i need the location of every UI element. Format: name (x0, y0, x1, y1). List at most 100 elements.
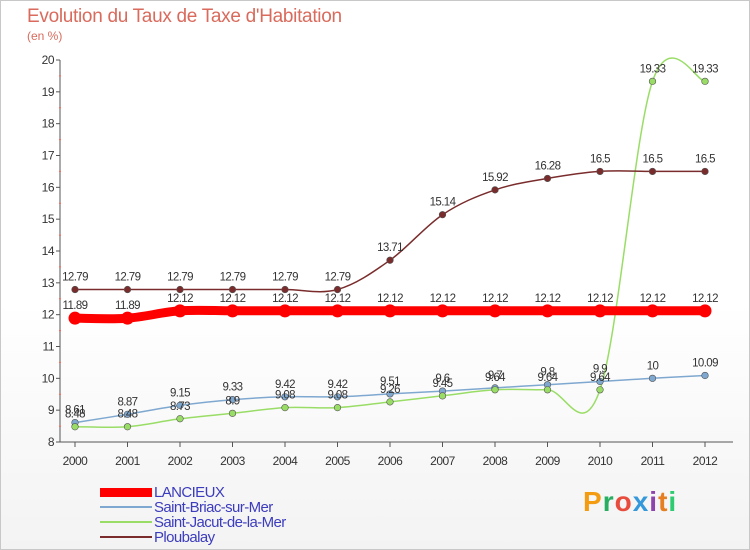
data-point (491, 186, 499, 194)
data-label: 12.79 (167, 272, 193, 284)
data-label: 9.42 (275, 379, 295, 391)
data-point (488, 304, 502, 318)
y-tick-label: 10 (42, 371, 55, 385)
data-label: 16.5 (590, 153, 610, 165)
data-label: 9.64 (485, 372, 506, 384)
data-point (386, 256, 394, 264)
data-point (596, 386, 604, 394)
data-label: 9.7 (488, 370, 502, 382)
data-label: 9.45 (433, 378, 453, 390)
data-point (701, 371, 709, 380)
data-point (491, 386, 499, 394)
legend-swatch (100, 521, 152, 523)
data-point (226, 304, 239, 318)
data-point (71, 285, 79, 294)
data-label: 9.64 (590, 372, 611, 384)
data-label: 9.51 (380, 376, 400, 388)
legend-label: Ploubalay (154, 529, 215, 546)
y-tick-label: 8 (48, 435, 55, 449)
data-point (71, 423, 79, 431)
data-point (228, 409, 237, 417)
legend-swatch (100, 488, 152, 497)
data-point (333, 285, 342, 294)
x-tick-label: 2012 (693, 454, 719, 468)
data-label: 12.12 (272, 293, 298, 305)
data-point (228, 396, 237, 404)
legend-item: LANCIEUX (100, 484, 360, 501)
data-label: 16.5 (695, 153, 715, 165)
data-point (698, 304, 712, 318)
data-labels: 8.61 8.87 9.15 9.33 9.42 9.42 9.51 9.6 9.7 9.8 9.9… (62, 63, 719, 421)
logo-letter: i (649, 486, 659, 517)
data-label: 9.26 (380, 384, 400, 396)
x-tick-label: 2005 (325, 454, 351, 468)
data-label: 12.12 (430, 293, 456, 305)
data-label: 12.12 (220, 293, 246, 305)
data-label: 12.79 (272, 272, 298, 284)
data-label: 13.71 (377, 242, 403, 254)
legend-label: Saint-Briac-sur-Mer (154, 499, 273, 516)
data-label: 9.9 (593, 364, 607, 376)
data-point (228, 285, 237, 294)
data-label: 12.79 (115, 272, 141, 284)
data-label: 12.12 (587, 293, 613, 305)
data-point (541, 304, 554, 318)
x-tick-label: 2010 (588, 454, 614, 468)
y-tick-label: 9 (48, 403, 55, 417)
data-label: 8.73 (170, 401, 190, 413)
logo-letter: P (583, 486, 603, 517)
data-label: 12.79 (325, 272, 351, 284)
logo-letter: x (632, 486, 650, 517)
data-point (438, 392, 447, 400)
x-tick-label: 2008 (483, 454, 509, 468)
data-point (593, 304, 607, 318)
legend-item: Ploubalay (100, 529, 360, 546)
logo-letter: t (658, 486, 669, 517)
data-label: 8.87 (118, 396, 138, 408)
data-point (281, 393, 289, 401)
data-point (648, 167, 657, 176)
y-tick-label: 16 (42, 180, 55, 194)
legend-item: Saint-Jacut-de-la-Mer (100, 514, 360, 531)
y-minor-tick (59, 138, 61, 141)
x-tick-label: 2007 (430, 454, 456, 468)
data-label: 8.48 (118, 409, 138, 421)
data-point (121, 311, 134, 325)
data-label: 9.08 (328, 390, 348, 402)
data-point (173, 304, 187, 318)
data-label: 12.12 (325, 293, 351, 305)
data-label: 9.08 (275, 390, 295, 402)
x-tick-label: 2000 (63, 454, 89, 468)
data-label: 16.28 (535, 160, 561, 172)
data-label: 9.6 (435, 373, 449, 385)
data-point (281, 404, 289, 412)
proxiti-logo: Proxiti (583, 486, 677, 518)
data-point (123, 423, 132, 431)
data-point (176, 285, 184, 294)
chart-subtitle: (en %) (27, 29, 63, 43)
x-tick-label: 2004 (273, 454, 299, 468)
y-tick-label: 14 (42, 244, 55, 258)
y-tick-label: 11 (43, 340, 55, 354)
data-point (648, 77, 657, 85)
data-point (331, 304, 344, 318)
data-label: 9.15 (170, 387, 190, 399)
data-point (386, 398, 394, 406)
x-tick-label: 2003 (220, 454, 246, 468)
legend-swatch (100, 536, 152, 538)
x-tick-label: 2009 (535, 454, 561, 468)
data-point (383, 304, 397, 318)
data-point (333, 393, 342, 401)
y-minor-tick (59, 170, 61, 173)
data-point (646, 304, 659, 318)
y-minor-tick (59, 297, 61, 300)
data-label: 12.79 (220, 272, 246, 284)
legend-item: Saint-Briac-sur-Mer (100, 499, 360, 516)
data-label: 12.12 (535, 293, 561, 305)
data-label: 12.12 (482, 293, 508, 305)
chart-axes: 8 9 10 11 12 13 14 15 16 17 18 19 20 2000 2001 2002 2003… (42, 53, 733, 468)
line-chart: 8 9 10 11 12 13 14 15 16 17 18 19 20 2000 2001 2002 2003… (42, 53, 733, 468)
y-tick-label: 17 (42, 149, 55, 163)
data-point (436, 304, 449, 318)
